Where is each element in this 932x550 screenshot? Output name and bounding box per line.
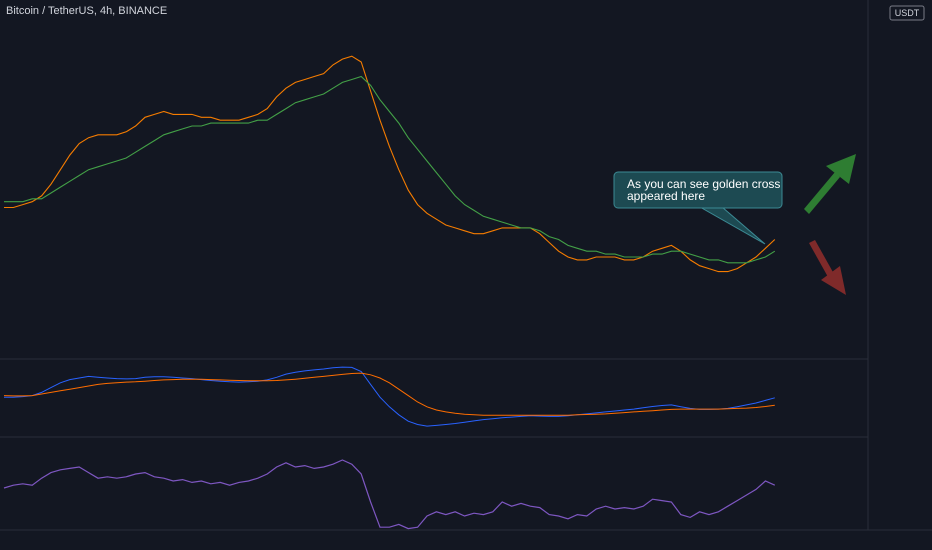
arrow-head [826, 154, 856, 184]
arrow-head [821, 266, 846, 295]
down-arrow[interactable] [809, 240, 846, 295]
currency-label: USDT [895, 8, 920, 18]
price-axis [868, 0, 932, 550]
marks-layer [3, 55, 776, 530]
up-arrow[interactable] [804, 154, 856, 214]
annotation-text: As you can see golden cross [627, 177, 780, 191]
arrow-shaft [809, 240, 834, 277]
chart-title: Bitcoin / TetherUS, 4h, BINANCE [6, 5, 167, 17]
annotation-box [613, 171, 783, 209]
macd-line [4, 366, 775, 427]
annotation-text: appeared here [627, 189, 705, 203]
arrow-shaft [804, 172, 840, 214]
moving-average [4, 75, 776, 264]
currency-badge[interactable] [889, 5, 925, 21]
annotation[interactable]: As you can see golden cross appeared her… [613, 171, 783, 245]
rsi-line [3, 459, 776, 530]
moving-average [4, 55, 776, 273]
macd-line [3, 372, 775, 416]
